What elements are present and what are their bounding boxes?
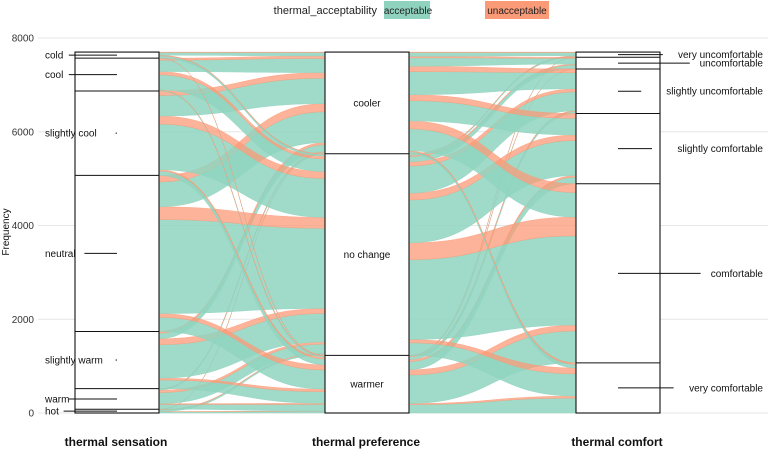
stratum-label-cooler: cooler <box>353 98 381 109</box>
flow-ribbon <box>158 52 326 57</box>
stratum-label-slightly-comfortable: slightly comfortable <box>677 144 763 155</box>
stratum-label-very-uncomfortable: very uncomfortable <box>678 50 763 61</box>
stratum-column <box>575 51 661 414</box>
stratum-label-comfortable: comfortable <box>711 269 764 280</box>
stratum-label-very-comfortable: very comfortable <box>689 383 763 394</box>
flow-ribbon <box>158 404 326 412</box>
stratum-column <box>324 51 410 414</box>
legend-swatch-unacceptable <box>485 1 549 19</box>
stratum-label-uncomfortable: uncomfortable <box>700 59 764 70</box>
legend: thermal_acceptability acceptable unaccep… <box>274 1 549 19</box>
axis-thermal-preference-strata: warmer no change cooler <box>324 51 410 414</box>
axis-label-thermal-sensation: thermal sensation <box>65 435 168 449</box>
y-tick-label: 6000 <box>12 127 35 138</box>
stratum-label-warmer: warmer <box>349 380 384 391</box>
y-tick-label: 2000 <box>12 315 35 326</box>
y-axis-title: Frequency <box>1 208 12 255</box>
axis-label-thermal-preference: thermal preference <box>312 435 420 449</box>
strata: hot warm slightly warm neutral slightly cool… <box>44 50 763 417</box>
y-tick-label: 4000 <box>12 221 35 232</box>
legend-label-unacceptable: unacceptable <box>487 6 547 17</box>
alluvium-flows <box>158 51 577 414</box>
y-tick-label: 0 <box>28 409 34 420</box>
stratum-label-slightly-uncomfortable: slightly uncomfortable <box>666 87 763 98</box>
y-tick-label: 8000 <box>12 34 35 45</box>
stratum-label-hot: hot <box>45 407 59 418</box>
stratum-label-cool: cool <box>45 70 63 81</box>
x-axis-labels: thermal sensation thermal preference the… <box>65 435 663 449</box>
stratum-label-no-change: no change <box>344 250 391 261</box>
legend-title: thermal_acceptability <box>274 5 378 17</box>
flow-ribbon <box>408 57 577 67</box>
axis-thermal-sensation-strata: hot warm slightly warm neutral slightly cool… <box>44 51 160 418</box>
stratum-label-neutral: neutral <box>45 249 76 260</box>
stratum-label-cold: cold <box>45 51 63 62</box>
axis-thermal-comfort-strata: very comfortable comfortable slightly comf… <box>575 50 764 414</box>
stratum-label-slightly-cool: slightly cool <box>45 129 97 140</box>
legend-swatch-acceptable <box>384 1 430 19</box>
stratum-label-slightly-warm: slightly warm <box>45 356 103 367</box>
stratum-column <box>74 51 160 414</box>
flow-ribbon <box>158 403 326 405</box>
legend-label-acceptable: acceptable <box>384 6 433 17</box>
axis-label-thermal-comfort: thermal comfort <box>571 435 662 449</box>
stratum-label-warm: warm <box>44 394 69 405</box>
flow-ribbon <box>408 52 577 57</box>
flow-ribbon <box>408 56 577 59</box>
y-axis: 0 2000 4000 6000 8000 <box>12 34 35 420</box>
flow-ribbon <box>408 51 577 53</box>
